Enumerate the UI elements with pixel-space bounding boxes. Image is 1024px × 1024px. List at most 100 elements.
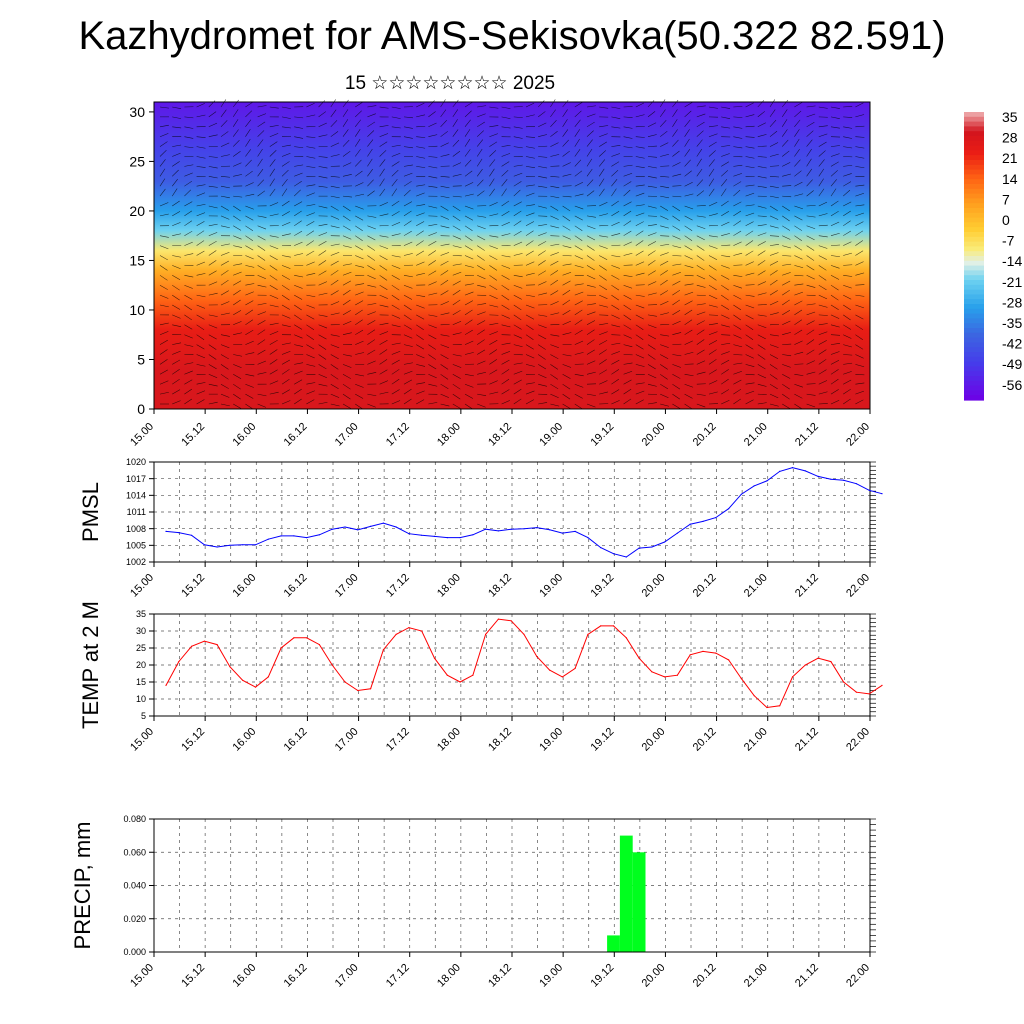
- wind-barb: [696, 168, 703, 177]
- y-tick-label: 15: [136, 677, 146, 687]
- wind-barb: [220, 225, 230, 229]
- wind-barb: [818, 201, 828, 207]
- wind-barb: [233, 289, 241, 296]
- wind-barb: [391, 255, 401, 258]
- wind-barb: [330, 99, 336, 108]
- wind-barb: [684, 181, 693, 187]
- wind-barb: [269, 106, 279, 109]
- wind-barb: [855, 240, 863, 246]
- wind-barb: [464, 300, 474, 306]
- wind-barb: [843, 230, 852, 236]
- wind-barb: [233, 280, 242, 286]
- wind-barb: [440, 195, 450, 199]
- wind-barb: [830, 389, 839, 395]
- wind-barb: [623, 370, 633, 375]
- wind-barb: [501, 106, 511, 109]
- wind-barb: [440, 243, 450, 246]
- wind-barb: [806, 349, 815, 355]
- wind-barb: [416, 166, 426, 168]
- wind-barb: [367, 235, 376, 241]
- x-tick-label: 20.00: [640, 962, 668, 990]
- wind-barb: [672, 225, 681, 231]
- wind-barb: [660, 215, 669, 220]
- wind-barb: [184, 164, 194, 167]
- wind-barb: [159, 141, 168, 147]
- wind-barb: [159, 304, 169, 308]
- wind-barb: [708, 150, 716, 157]
- wind-barb: [525, 304, 535, 309]
- wind-barb: [757, 250, 766, 256]
- wind-barb: [257, 255, 266, 261]
- wind-barb: [623, 126, 633, 129]
- y-tick-label: 20: [129, 203, 145, 219]
- wind-barb: [269, 150, 277, 157]
- wind-barb: [330, 301, 340, 306]
- colorbar-segment: [964, 356, 984, 363]
- wind-barb: [794, 309, 803, 316]
- wind-barb: [635, 184, 645, 187]
- wind-barb: [855, 314, 864, 320]
- wind-barb: [440, 205, 449, 211]
- wind-barb: [172, 378, 180, 385]
- wind-barb: [294, 146, 304, 149]
- wind-barb: [245, 383, 254, 388]
- wind-barb: [379, 265, 388, 271]
- colorbar-segment: [964, 318, 984, 324]
- x-tick-label: 18.12: [486, 726, 514, 754]
- wind-barb: [489, 265, 498, 271]
- wind-barb: [513, 324, 522, 330]
- wind-barb: [757, 176, 767, 179]
- wind-barb: [769, 165, 779, 167]
- wind-barb: [721, 145, 731, 147]
- wind-barb: [806, 130, 814, 137]
- wind-barb: [257, 393, 267, 397]
- wind-barb: [440, 154, 450, 157]
- wind-barb: [574, 225, 583, 231]
- wind-barb: [342, 280, 351, 286]
- wind-barb: [294, 362, 304, 365]
- wind-barb: [501, 153, 511, 157]
- wind-barb: [745, 156, 755, 159]
- wind-barb: [269, 339, 278, 345]
- wind-barb: [257, 139, 264, 147]
- wind-barb: [550, 344, 559, 348]
- wind-barb: [452, 364, 462, 368]
- wind-barb: [208, 270, 217, 276]
- wind-barb: [525, 399, 535, 405]
- wind-barb: [611, 324, 621, 328]
- wind-barb: [635, 390, 645, 395]
- wind-barb: [354, 149, 361, 157]
- colorbar-segment: [964, 136, 984, 142]
- wind-barb: [660, 185, 670, 189]
- colorbar-segment: [964, 179, 984, 185]
- temp-point: [331, 664, 333, 666]
- wind-barb: [769, 130, 778, 137]
- wind-barb: [513, 344, 523, 347]
- wind-barb: [452, 162, 462, 167]
- wind-barb: [245, 265, 255, 268]
- wind-barb: [220, 185, 230, 189]
- wind-barb: [220, 312, 230, 316]
- wind-barb: [721, 221, 730, 227]
- wind-barb: [525, 344, 534, 350]
- wind-barb: [721, 170, 729, 177]
- wind-barb: [843, 275, 853, 277]
- x-tick-label: 16.12: [282, 572, 310, 600]
- wind-barb: [611, 369, 620, 375]
- wind-barb: [684, 319, 693, 326]
- wind-barb: [269, 213, 279, 217]
- wind-barb: [391, 400, 401, 405]
- wind-barb: [794, 363, 804, 365]
- wind-barb: [330, 243, 340, 246]
- wind-barb: [757, 383, 767, 387]
- wind-barb: [184, 220, 193, 227]
- wind-barb: [306, 314, 315, 320]
- y-tick-label: 0.080: [123, 814, 146, 824]
- wind-barb: [257, 168, 264, 177]
- wind-barb: [782, 195, 792, 198]
- wind-barb: [367, 130, 375, 137]
- wind-barb: [586, 139, 593, 147]
- wind-barb: [355, 340, 364, 345]
- wind-barb: [830, 244, 840, 246]
- colorbar-segment: [964, 376, 984, 382]
